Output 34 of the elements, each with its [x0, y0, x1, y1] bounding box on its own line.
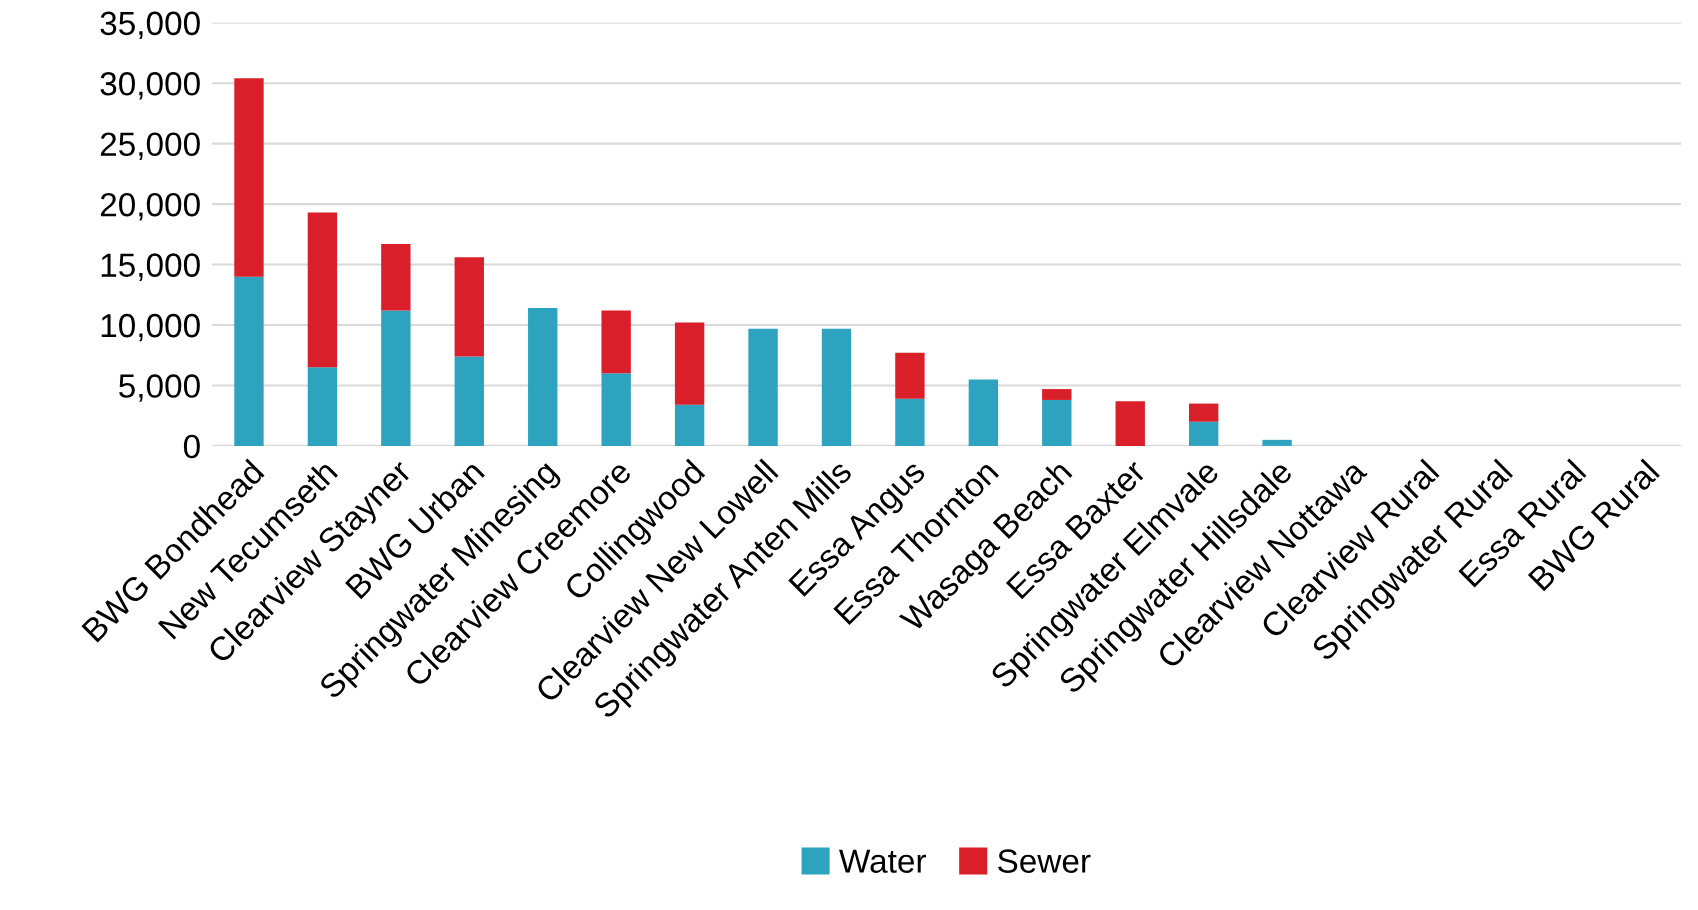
legend-label: Sewer	[998, 849, 1091, 873]
bar	[1042, 389, 1072, 400]
bar	[528, 308, 558, 446]
bar	[674, 322, 705, 405]
bar	[601, 310, 631, 374]
bar	[454, 257, 484, 357]
legend-label: Water	[839, 849, 926, 873]
bar	[821, 328, 852, 446]
bar	[1115, 401, 1145, 446]
bar	[895, 352, 925, 399]
bar	[234, 276, 264, 446]
bar	[601, 373, 631, 446]
y-tick-label: 35,000	[100, 11, 200, 40]
bar	[1188, 421, 1219, 446]
bar	[307, 212, 338, 368]
y-tick-label: 0	[183, 434, 200, 459]
y-tick-label: 25,000	[100, 132, 200, 160]
bar	[968, 379, 999, 446]
y-tick-label: 5,000	[119, 374, 200, 402]
bar	[1042, 399, 1072, 446]
y-tick-label: 20,000	[100, 192, 200, 221]
bar	[454, 356, 484, 446]
bar	[1262, 439, 1292, 446]
bar	[748, 328, 778, 446]
bar	[1188, 403, 1219, 422]
bar	[674, 404, 705, 446]
y-tick-label: 10,000	[101, 313, 200, 342]
bar	[895, 398, 925, 446]
bar	[307, 367, 338, 446]
bar	[381, 310, 411, 446]
bar	[234, 78, 264, 277]
y-tick-label: 30,000	[100, 72, 200, 100]
y-tick-label: 15,000	[101, 253, 200, 281]
bar	[381, 244, 411, 311]
